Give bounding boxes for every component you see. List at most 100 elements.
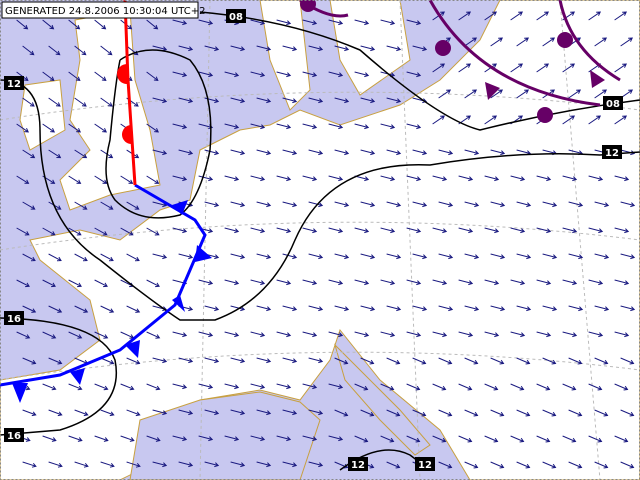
wind-arrow [172, 123, 188, 130]
warm-front [117, 0, 137, 186]
wind-arrow [464, 305, 480, 312]
wind-arrow [380, 279, 396, 286]
wind-arrow [438, 409, 453, 417]
wind-arrow [282, 357, 298, 364]
wind-arrow [406, 123, 422, 130]
wind-arrow [328, 435, 344, 442]
front-symbols [300, 0, 605, 123]
wind-arrow [464, 149, 480, 156]
wind-arrow [302, 279, 318, 286]
wind-arrow [68, 331, 83, 339]
wind-arrow [562, 279, 578, 286]
wind-arrow [94, 19, 107, 30]
wind-arrow [230, 97, 246, 104]
wind-arrow [48, 357, 63, 365]
wind-arrow [328, 175, 344, 182]
wind-arrow [328, 19, 344, 26]
wind-arrow [256, 305, 272, 312]
wind-arrow [510, 383, 525, 391]
wind-arrow [334, 45, 350, 52]
wind-arrow [510, 331, 526, 338]
wind-arrow [42, 331, 57, 339]
wind-arrow [302, 175, 318, 182]
wind-arrow [360, 201, 376, 208]
front-triangle [70, 368, 85, 385]
wind-arrow [224, 227, 240, 234]
wind-arrow [42, 383, 57, 391]
wind-arrow [120, 435, 135, 442]
wind-arrow [68, 71, 81, 81]
wind-arrow [120, 175, 134, 184]
wind-arrow [536, 279, 552, 286]
wind-arrow [74, 461, 89, 468]
wind-arrow [386, 461, 401, 469]
front-triangle [485, 82, 500, 100]
timestamp: GENERATED 24.8.2006 10:30:04 UTC+2 [5, 6, 206, 17]
wind-arrow [204, 201, 220, 208]
wind-arrow [276, 435, 292, 442]
wind-arrow [256, 461, 272, 468]
wind-arrow [568, 305, 584, 312]
wind-arrow [276, 19, 292, 26]
wind-arrow [282, 97, 298, 104]
wind-arrow [302, 19, 318, 26]
wind-arrow [412, 201, 428, 208]
wind-arrow [568, 89, 582, 99]
wind-arrow [256, 409, 272, 416]
isobar-label-bg [4, 311, 24, 325]
wind-arrow [94, 435, 109, 442]
wind-arrow [438, 201, 454, 208]
wind-arrow [360, 149, 376, 156]
wind-arrow [224, 383, 240, 390]
wind-arrow [614, 63, 628, 73]
wind-arrow [276, 227, 292, 234]
wind-arrow [334, 357, 349, 365]
wind-arrow [178, 357, 194, 364]
front-line [123, 0, 137, 186]
wind-arrow [224, 175, 240, 182]
wind-arrow [146, 175, 160, 184]
wind-arrow [94, 331, 109, 339]
wind-arrow [334, 253, 350, 260]
wind-arrow [536, 11, 550, 21]
wind-arrow [360, 357, 375, 365]
front-triangle [125, 340, 140, 358]
wind-arrow [542, 253, 558, 260]
wind-arrow [588, 11, 602, 21]
wind-arrow [146, 71, 159, 81]
wind-arrow [458, 279, 474, 286]
wind-arrow [484, 383, 499, 391]
wind-arrow [22, 305, 37, 313]
wind-arrow [68, 383, 83, 391]
wind-arrow [308, 357, 324, 364]
wind-arrow [354, 331, 370, 338]
wind-arrow [100, 357, 115, 365]
wind-arrow [74, 201, 88, 210]
wind-arrow [68, 123, 82, 133]
wind-arrow [250, 19, 266, 26]
wind-arrow [542, 357, 557, 365]
wind-arrow [68, 435, 83, 442]
isobar-label-bg [415, 457, 435, 471]
wind-arrow [22, 45, 35, 56]
wind-arrow [328, 279, 344, 286]
wind-arrow [250, 383, 266, 390]
wind-arrow [406, 19, 422, 26]
wind-arrow [224, 71, 240, 78]
wind-arrow [458, 383, 473, 391]
wind-arrow [100, 97, 113, 107]
wind-arrow [536, 227, 552, 234]
wind-arrow [250, 279, 266, 286]
wind-arrow [588, 279, 604, 286]
wind-arrow [464, 357, 479, 365]
wind-arrow [198, 383, 214, 390]
wind-arrow [614, 383, 629, 391]
wind-arrow [204, 409, 220, 416]
wind-arrow [620, 201, 636, 208]
wind-arrow [68, 19, 81, 30]
wind-arrow [516, 201, 532, 208]
wind-arrow [16, 227, 30, 236]
wind-arrow [256, 253, 272, 260]
wind-arrow [484, 331, 500, 338]
wind-arrow [100, 253, 114, 262]
